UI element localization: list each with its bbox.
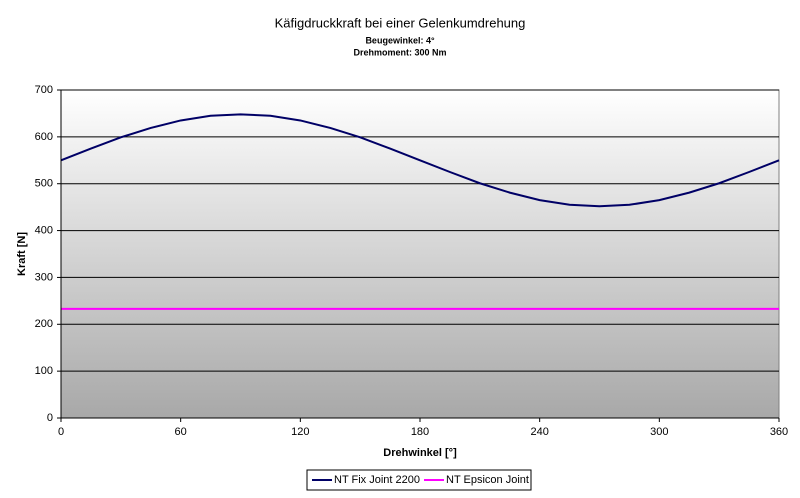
y-tick-label: 400: [35, 224, 53, 236]
x-axis-label: Drehwinkel [°]: [383, 447, 457, 459]
y-tick-label: 600: [35, 131, 53, 143]
y-tick-label: 100: [35, 365, 53, 377]
y-axis-label: Kraft [N]: [16, 232, 28, 276]
y-tick-label: 0: [47, 412, 53, 424]
y-tick-label: 500: [35, 178, 53, 190]
subtitle: Beugewinkel: 4°: [365, 35, 435, 45]
x-tick-label: 120: [291, 426, 309, 438]
x-tick-label: 180: [411, 426, 429, 438]
x-tick-label: 360: [770, 426, 788, 438]
x-tick-label: 240: [530, 426, 548, 438]
x-tick-label: 300: [650, 426, 668, 438]
legend-label: NT Fix Joint 2200: [334, 474, 420, 486]
plot-area: [60, 89, 780, 419]
y-tick-label: 300: [35, 271, 53, 283]
subtitle: Drehmoment: 300 Nm: [353, 47, 446, 57]
legend: [306, 469, 532, 491]
series-line: [60, 113, 780, 208]
x-tick-label: 0: [58, 426, 64, 438]
x-tick-label: 60: [175, 426, 187, 438]
y-tick-label: 700: [35, 84, 53, 96]
chart-title: Käfigdruckkraft bei einer Gelenkumdrehun…: [275, 15, 526, 30]
legend-label: NT Epsicon Joint: [446, 474, 529, 486]
y-tick-label: 200: [35, 318, 53, 330]
